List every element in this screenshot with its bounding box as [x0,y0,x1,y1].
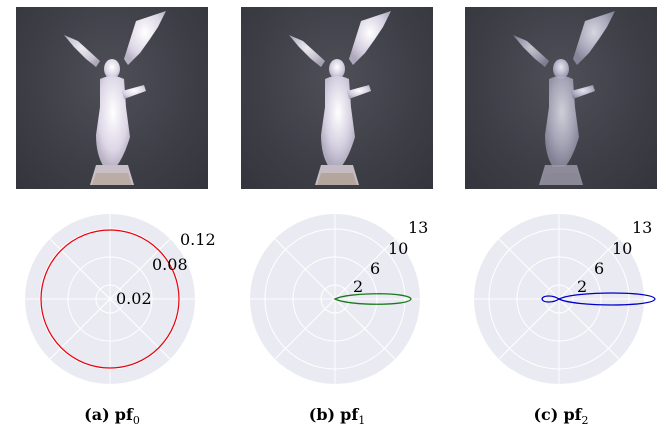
caption-subscript: 2 [581,414,589,428]
polar-plot-pf2: 2 6 10 13 [463,214,662,392]
phase-function-curve [557,292,656,306]
caption-pf0: (a) pf0 [16,405,208,427]
radial-tick-label: 6 [370,259,380,278]
caption-label: (b) [308,405,336,424]
caption-label: (a) [84,405,110,424]
radial-tick-label: 10 [612,239,632,258]
radial-tick-label: 13 [632,218,652,237]
caption-name: pf [114,405,133,424]
radial-tick-label: 10 [388,239,408,258]
render-photo-pf0 [16,7,208,189]
caption-pf2: (c) pf2 [465,405,657,427]
radial-tick-label: 2 [353,277,363,296]
radial-tick-label: 0.02 [116,289,152,308]
radial-tick-label: 2 [577,277,587,296]
polar-plot-pf0: 0.02 0.08 0.12 [12,214,216,392]
phase-function-back-lobe [541,295,561,303]
radial-tick-label: 13 [408,218,428,237]
phase-function-curve [333,293,412,305]
caption-subscript: 0 [132,414,140,428]
polar-grid [25,214,195,384]
caption-pf1: (b) pf1 [241,405,433,427]
radial-tick-label: 0.08 [152,255,188,274]
radial-tick-label: 0.12 [180,230,216,249]
caption-name: pf [340,405,359,424]
render-photo-pf1 [241,7,433,189]
caption-subscript: 1 [358,414,366,428]
render-photo-pf2 [465,7,657,189]
radial-tick-label: 6 [594,259,604,278]
caption-name: pf [563,405,582,424]
polar-plot-pf1: 2 6 10 13 [239,214,439,392]
caption-label: (c) [533,405,559,424]
phase-function-curve [40,229,180,369]
